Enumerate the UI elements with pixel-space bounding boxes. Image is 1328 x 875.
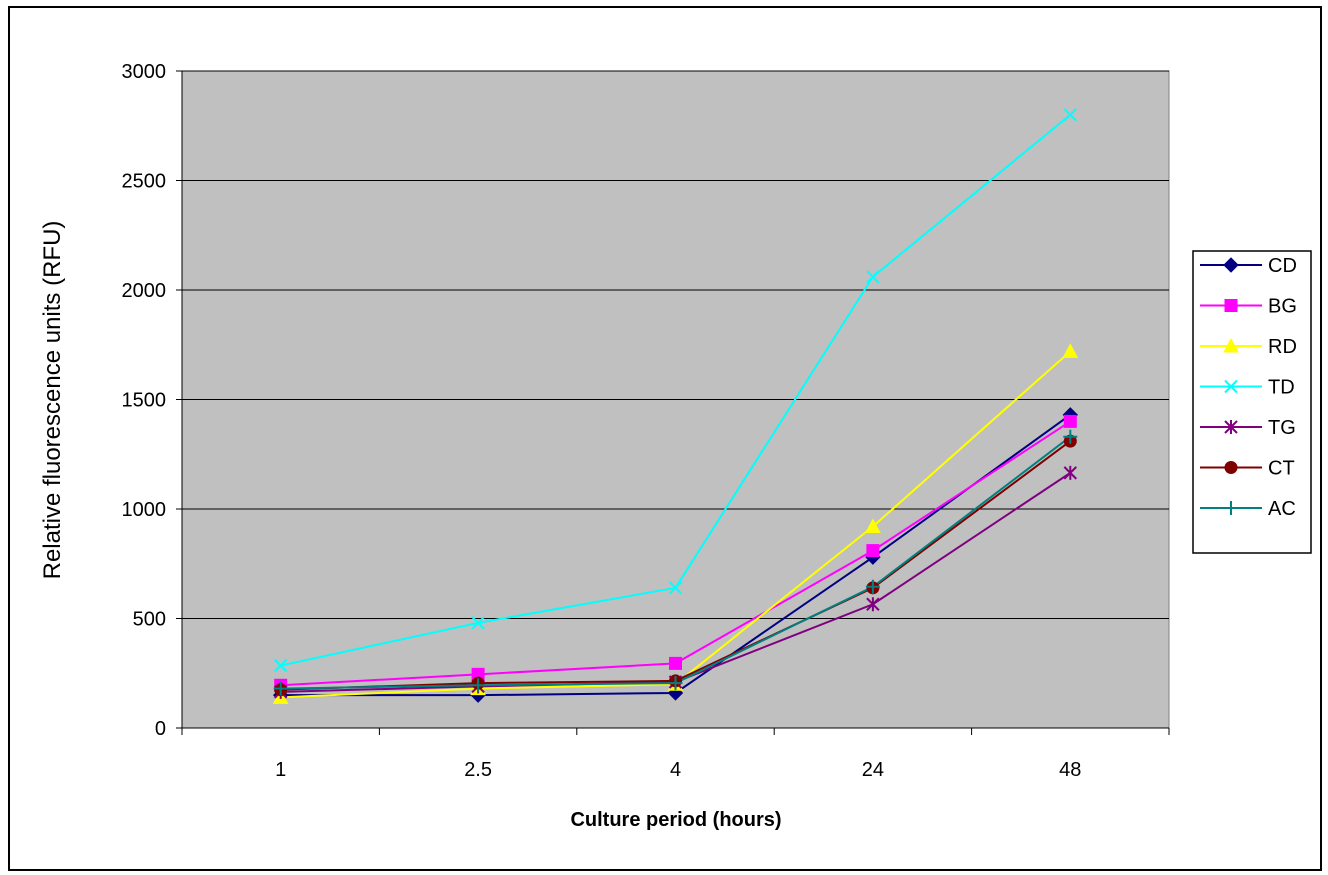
legend-label-bg: BG — [1268, 296, 1297, 318]
legend-marker-ct — [1224, 461, 1238, 474]
y-axis-title: Relative fluorescence units (RFU) — [39, 221, 66, 580]
marker-td-4 — [1063, 108, 1078, 122]
legend-marker-tg — [1224, 420, 1238, 434]
x-axis-title: Culture period (hours) — [570, 809, 781, 831]
y-tick-label-3000: 3000 — [122, 61, 167, 83]
legend-marker-td — [1224, 379, 1238, 394]
marker-td-1-stroke-b — [471, 616, 485, 630]
y-tick-label-0: 0 — [155, 718, 166, 740]
y-tick-label-1500: 1500 — [122, 390, 167, 412]
series-markers — [272, 108, 1079, 704]
marker-tg-4 — [1063, 465, 1078, 480]
x-tick-label-1: 1 — [275, 759, 286, 781]
legend: CD BG RD TD TG CT AC — [1192, 250, 1312, 554]
marker-td-3 — [866, 270, 880, 284]
legend-marker-rd — [1223, 337, 1239, 353]
x-tick-label-4: 4 — [670, 759, 681, 781]
legend-label-ct: CT — [1268, 458, 1295, 480]
marker-td-3-stroke-b — [866, 270, 880, 284]
x-tick-label-48: 48 — [1059, 759, 1081, 781]
marker-bg-2 — [669, 656, 682, 670]
y-tick-label-2500: 2500 — [122, 171, 167, 193]
legend-label-ac: AC — [1268, 498, 1296, 520]
marker-bg-4 — [1063, 414, 1077, 428]
marker-rd-3 — [865, 518, 881, 534]
legend-marker-ac — [1224, 501, 1238, 515]
legend-label-tg: TG — [1268, 417, 1296, 439]
marker-td-4-stroke-b — [1063, 108, 1078, 122]
y-tick-label-2000: 2000 — [122, 280, 167, 302]
marker-ac-0 — [273, 681, 288, 696]
x-tick-label-24: 24 — [862, 759, 884, 781]
axes: 0 500 1000 1500 2000 2500 3000 1 2.5 4 24 48 — [122, 61, 1170, 781]
legend-box — [1192, 250, 1312, 554]
y-tick-label-1000: 1000 — [122, 499, 167, 521]
legend-label-td: TD — [1268, 377, 1295, 399]
marker-ac-3 — [865, 579, 880, 594]
marker-rd-4 — [1062, 343, 1079, 358]
gridlines — [182, 70, 1169, 619]
marker-ac-2 — [668, 676, 683, 691]
legend-marker-bg — [1224, 299, 1238, 312]
legend-marker-cd — [1223, 257, 1239, 273]
marker-tg-3 — [866, 597, 880, 612]
x-tick-label-2.5: 2.5 — [464, 759, 492, 781]
legend-label-cd: CD — [1268, 255, 1297, 277]
legend-marker-td-stroke-b — [1224, 379, 1238, 394]
marker-td-2-stroke-b — [668, 581, 683, 595]
marker-td-0 — [273, 658, 288, 673]
marker-td-1 — [471, 616, 485, 630]
marker-ac-1 — [471, 678, 486, 693]
marker-ac-4 — [1063, 429, 1078, 444]
y-tick-label-500: 500 — [133, 609, 166, 631]
legend-label-rd: RD — [1268, 336, 1297, 358]
marker-td-0-stroke-b — [273, 658, 288, 673]
marker-bg-3 — [866, 544, 880, 558]
marker-td-2 — [668, 581, 683, 595]
